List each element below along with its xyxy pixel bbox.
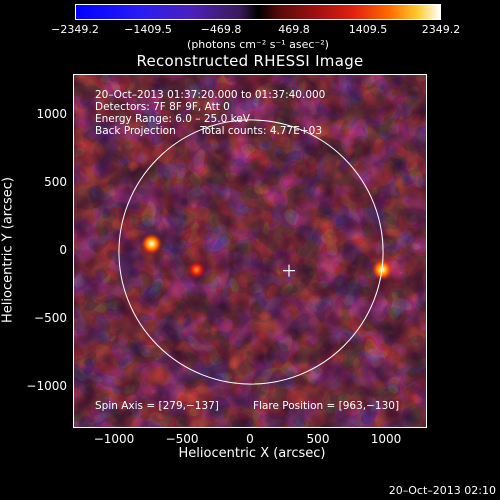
method-text: Back Projection <box>95 125 176 137</box>
plot-title: Reconstructed RHESSI Image <box>136 52 364 70</box>
x-tick-label: −1000 <box>93 432 135 446</box>
colorbar <box>75 4 441 20</box>
footer-timestamp: 20–Oct–2013 02:10 <box>388 484 496 497</box>
energy-range-text: Energy Range: 6.0 – 25.0 keV <box>95 113 250 125</box>
colorbar-tick-label: −2349.2 <box>51 23 99 36</box>
colorbar-tick-label: 469.8 <box>278 23 310 36</box>
y-tick-label: −1000 <box>26 379 67 393</box>
colorbar-tick-label: −1409.5 <box>124 23 172 36</box>
x-tick-label: 0 <box>246 432 254 446</box>
colorbar-units: (photons cm⁻² s⁻¹ asec⁻²) <box>187 38 329 51</box>
total-counts-text: Total counts: 4.77E+03 <box>200 125 323 137</box>
flare-position-text: Flare Position = [963,−130] <box>253 400 400 412</box>
time-range-text: 20–Oct–2013 01:37:20.000 to 01:37:40.000 <box>95 89 326 101</box>
y-tick-label: −500 <box>34 311 67 325</box>
y-tick-label: 0 <box>59 243 67 257</box>
spin-axis-text: Spin Axis = [279,−137] <box>95 400 219 412</box>
y-axis-label: Heliocentric Y (arcsec) <box>0 177 16 323</box>
colorbar-tick-label: −469.8 <box>200 23 242 36</box>
colorbar-tick-label: 1409.5 <box>348 23 388 36</box>
colorbar-tick-label: 2349.2 <box>421 23 461 36</box>
heatmap-svg <box>74 75 426 427</box>
x-tick-label: 1000 <box>370 432 402 446</box>
y-tick-label: 500 <box>44 175 67 189</box>
heatmap-texture-overlay <box>74 75 426 427</box>
bright-source <box>140 232 163 255</box>
spin-axis-marker <box>282 264 295 277</box>
x-tick-label: 500 <box>306 432 330 446</box>
x-tick-label: −500 <box>165 432 199 446</box>
x-axis-label: Heliocentric X (arcsec) <box>178 446 326 461</box>
bright-source <box>187 260 206 279</box>
solar-limb-circle <box>118 119 384 385</box>
detectors-text: Detectors: 7F 8F 9F, Att 0 <box>95 101 230 113</box>
image-plot <box>73 74 427 428</box>
y-tick-label: 1000 <box>36 107 67 121</box>
